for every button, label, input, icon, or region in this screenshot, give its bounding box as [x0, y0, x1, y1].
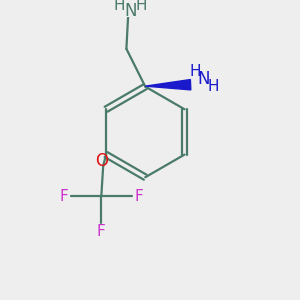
Polygon shape — [145, 80, 191, 90]
Text: F: F — [135, 189, 143, 204]
Text: F: F — [97, 224, 106, 238]
Text: H: H — [136, 0, 147, 13]
Text: N: N — [198, 70, 210, 88]
Text: H: H — [190, 64, 201, 79]
Text: H: H — [113, 0, 124, 13]
Text: H: H — [208, 79, 219, 94]
Text: N: N — [124, 2, 136, 20]
Text: F: F — [59, 189, 68, 204]
Text: O: O — [95, 152, 108, 170]
